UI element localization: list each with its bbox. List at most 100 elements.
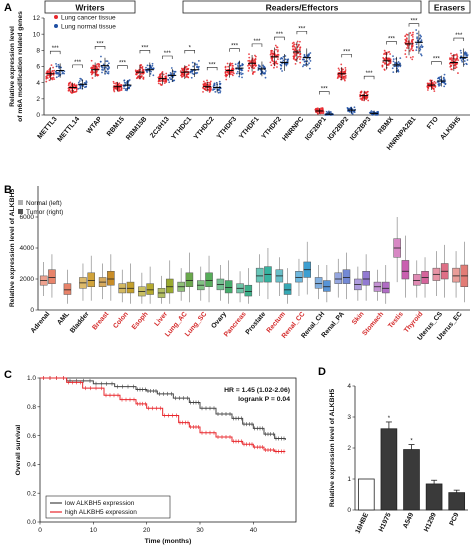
- sig-label: ***: [433, 57, 441, 63]
- data-point: [235, 72, 238, 75]
- data-point: [218, 89, 220, 91]
- data-point: [297, 45, 299, 48]
- y-tick-label: 0: [30, 307, 34, 314]
- data-point: [95, 74, 98, 76]
- data-point: [248, 56, 251, 59]
- data-point: [187, 68, 189, 71]
- data-point: [206, 79, 208, 82]
- data-point: [281, 70, 283, 72]
- data-point: [449, 65, 452, 68]
- data-point: [309, 52, 312, 54]
- sig-label: ***: [388, 36, 396, 42]
- data-point: [309, 60, 312, 62]
- data-point: [399, 57, 402, 59]
- tumor-box: [48, 269, 56, 284]
- data-point: [146, 64, 149, 67]
- data-point: [104, 72, 106, 75]
- data-point: [426, 89, 429, 91]
- data-point: [443, 85, 446, 88]
- data-point: [442, 77, 445, 80]
- data-point: [420, 44, 423, 46]
- data-point: [325, 110, 328, 113]
- data-point: [105, 60, 108, 63]
- sig-label: ***: [410, 19, 418, 25]
- data-point: [68, 89, 70, 92]
- data-point: [365, 98, 368, 101]
- x-tick-label: Breast: [91, 310, 110, 331]
- data-point: [465, 52, 468, 55]
- x-tick-label: HNRNPC: [281, 116, 305, 143]
- data-point: [438, 78, 441, 81]
- data-point: [105, 70, 108, 73]
- data-point: [383, 62, 386, 64]
- data-point: [63, 72, 65, 75]
- data-point: [52, 71, 55, 74]
- data-point: [273, 66, 275, 69]
- data-point: [218, 80, 221, 83]
- data-point: [411, 35, 414, 38]
- data-point: [181, 76, 183, 78]
- y-tick-label: 0: [347, 507, 351, 514]
- data-point: [319, 112, 322, 115]
- data-point: [463, 63, 465, 66]
- data-point: [291, 42, 294, 45]
- data-point: [282, 55, 285, 58]
- sig-bracket: [341, 54, 352, 58]
- data-point: [249, 64, 252, 67]
- legend-marker: [18, 209, 23, 214]
- tumor-box: [126, 281, 135, 294]
- data-point: [293, 43, 296, 46]
- data-point: [433, 90, 436, 92]
- data-point: [173, 72, 176, 75]
- data-point: [295, 54, 297, 56]
- sig-label: ***: [253, 39, 261, 45]
- data-point: [298, 55, 301, 58]
- data-point: [276, 50, 279, 53]
- data-point: [254, 54, 256, 57]
- data-point: [75, 84, 78, 86]
- data-point: [208, 81, 210, 84]
- y-tick-label: 6000: [20, 214, 35, 221]
- data-point: [342, 76, 344, 79]
- data-point: [457, 72, 459, 74]
- group-header-box: [44, 0, 136, 14]
- data-point: [61, 72, 64, 75]
- data-point: [370, 113, 373, 116]
- data-point: [141, 65, 144, 68]
- data-point: [239, 65, 242, 67]
- data-point: [230, 68, 233, 71]
- y-tick-label: 0.4: [27, 462, 36, 469]
- data-point: [405, 37, 408, 40]
- data-point: [118, 89, 121, 92]
- y-tick-label: 0.0: [27, 519, 36, 526]
- survival-curve: [40, 377, 286, 452]
- panel-a: A Writers Readers/Effectors Erasers 0 2 4 6 8 10 1…: [4, 0, 471, 152]
- data-point: [79, 86, 82, 89]
- bar: [403, 449, 420, 511]
- data-point: [67, 84, 70, 87]
- plot-frame: [39, 377, 297, 523]
- data-point: [209, 89, 212, 92]
- x-tick-label: METTL14: [56, 116, 81, 144]
- data-point: [337, 74, 340, 77]
- y-tick-label: 0: [36, 112, 40, 119]
- sig-bracket: [319, 91, 330, 95]
- sig-label: ***: [52, 46, 60, 52]
- data-point: [264, 70, 267, 72]
- data-point: [409, 49, 411, 52]
- data-point: [306, 63, 309, 66]
- data-point: [275, 48, 277, 51]
- legend-label: high ALKBH5 expression: [65, 509, 137, 516]
- data-point: [280, 57, 283, 59]
- data-point: [406, 47, 408, 49]
- sig-bracket: [229, 48, 240, 52]
- panel-d: D 0 1 2 3 4 Relative expression level of ALKBH…: [318, 366, 468, 535]
- data-point: [320, 107, 322, 110]
- x-tick-label: Skin: [351, 311, 366, 326]
- data-point: [275, 46, 278, 49]
- x-tick-label: 10: [90, 527, 98, 534]
- data-point: [168, 77, 171, 79]
- y-axis-label: Overall survival: [15, 425, 22, 476]
- data-point: [405, 33, 408, 36]
- data-point: [188, 64, 190, 67]
